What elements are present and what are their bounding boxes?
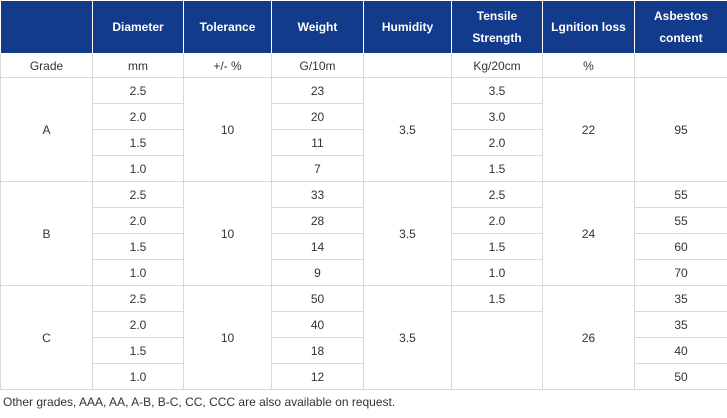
- weight-cell: 33: [271, 181, 364, 208]
- diameter-cell: 1.0: [92, 155, 184, 182]
- unit-ignition-loss: %: [542, 53, 635, 78]
- table-row: C 2.5 10 50 3.5 1.5 26 35: [0, 285, 727, 390]
- unit-tolerance: +/- %: [183, 53, 272, 78]
- asbestos-cell: 50: [634, 363, 727, 390]
- header-tolerance: Tolerance: [183, 0, 272, 54]
- tensile-cell: 1.0: [451, 259, 543, 286]
- unit-tensile: Kg/20cm: [451, 53, 543, 78]
- weight-cell: 28: [271, 207, 364, 234]
- tensile-cell: 3.5: [451, 77, 543, 104]
- weight-cell: 18: [271, 337, 364, 364]
- diameter-cell: 1.5: [92, 337, 184, 364]
- table-row: B 2.5 10 33 3.5 2.5 24 55: [0, 181, 727, 286]
- unit-humidity: [363, 53, 452, 78]
- table-row: 2.0 40 35: [1, 311, 727, 390]
- tensile-cell: 2.5: [451, 181, 543, 208]
- diameter-cell: 2.0: [92, 103, 184, 130]
- header-ignition-loss: Lgnition loss: [542, 0, 635, 54]
- weight-cell: 9: [271, 259, 364, 286]
- humidity-cell: 3.5: [363, 181, 452, 286]
- unit-weight: G/10m: [271, 53, 364, 78]
- weight-cell: 12: [271, 363, 364, 390]
- unit-diameter: mm: [92, 53, 184, 78]
- weight-cell: 14: [271, 233, 364, 260]
- diameter-cell: 1.0: [92, 259, 184, 286]
- grade-cell: B: [0, 181, 93, 286]
- weight-cell: 23: [271, 77, 364, 104]
- specification-table: Diameter Tolerance Weight Humidity Tensi…: [0, 0, 727, 390]
- tensile-cell: 1.5: [451, 233, 543, 260]
- ignition-loss-cell: 26: [542, 285, 635, 390]
- table-row: 2.0 20 3.0: [1, 103, 727, 130]
- asbestos-cell: 55: [634, 181, 727, 208]
- grade-cell: A: [0, 77, 93, 182]
- ignition-loss-cell: 22: [542, 77, 635, 182]
- unit-row: Grade mm +/- % G/10m Kg/20cm %: [0, 53, 727, 78]
- weight-cell: 7: [271, 155, 364, 182]
- tensile-cell: 2.0: [451, 207, 543, 234]
- tolerance-cell: 10: [183, 181, 272, 286]
- asbestos-cell: 60: [634, 233, 727, 260]
- grade-cell: C: [0, 285, 93, 390]
- diameter-cell: 2.0: [92, 311, 184, 338]
- asbestos-cell: 55: [634, 207, 727, 234]
- unit-grade: Grade: [0, 53, 93, 78]
- asbestos-cell: 40: [634, 337, 727, 364]
- weight-cell: 50: [271, 285, 364, 312]
- ignition-loss-cell: 24: [542, 181, 635, 286]
- asbestos-cell: 35: [634, 285, 727, 312]
- header-diameter: Diameter: [92, 0, 184, 54]
- asbestos-cell: 35: [634, 311, 727, 338]
- diameter-cell: 2.5: [92, 77, 184, 104]
- table-row: 1.0 12 50: [1, 363, 727, 390]
- table-row: 1.0 7 1.5: [1, 155, 727, 182]
- table-row: 1.0 9 1.0 70: [1, 259, 727, 286]
- table-row: A 2.5 10 23 3.5 3.5 22 95: [0, 77, 727, 182]
- header-weight: Weight: [271, 0, 364, 54]
- header-grade-cell: [0, 0, 93, 54]
- tensile-cell: 1.5: [451, 155, 543, 182]
- weight-cell: 11: [271, 129, 364, 156]
- asbestos-cell: 70: [634, 259, 727, 286]
- table-row: 2.0 28 2.0 55: [1, 207, 727, 234]
- header-row: Diameter Tolerance Weight Humidity Tensi…: [0, 0, 727, 54]
- diameter-cell: 2.5: [92, 181, 184, 208]
- table-row: 1.5 18 40: [1, 337, 727, 364]
- tensile-cell: 2.0: [451, 129, 543, 156]
- diameter-cell: 2.0: [92, 207, 184, 234]
- tensile-cell: 1.5: [451, 285, 543, 312]
- diameter-cell: 1.0: [92, 363, 184, 390]
- tolerance-cell: 10: [183, 77, 272, 182]
- diameter-cell: 1.5: [92, 233, 184, 260]
- header-asbestos-content: Asbestos content: [634, 0, 727, 54]
- diameter-cell: 2.5: [92, 285, 184, 312]
- unit-asbestos: [634, 53, 727, 78]
- table-row: 1.5 11 2.0: [1, 129, 727, 156]
- humidity-cell: 3.5: [363, 285, 452, 390]
- humidity-cell: 3.5: [363, 77, 452, 182]
- header-tensile-strength: Tensile Strength: [451, 0, 543, 54]
- asbestos-cell: 95: [634, 77, 727, 182]
- tensile-cell-empty: [451, 311, 543, 390]
- availability-footnote: Other grades, AAA, AA, A-B, B-C, CC, CCC…: [3, 395, 396, 409]
- header-humidity: Humidity: [363, 0, 452, 54]
- weight-cell: 20: [271, 103, 364, 130]
- tensile-cell: 3.0: [451, 103, 543, 130]
- tolerance-cell: 10: [183, 285, 272, 390]
- weight-cell: 40: [271, 311, 364, 338]
- diameter-cell: 1.5: [92, 129, 184, 156]
